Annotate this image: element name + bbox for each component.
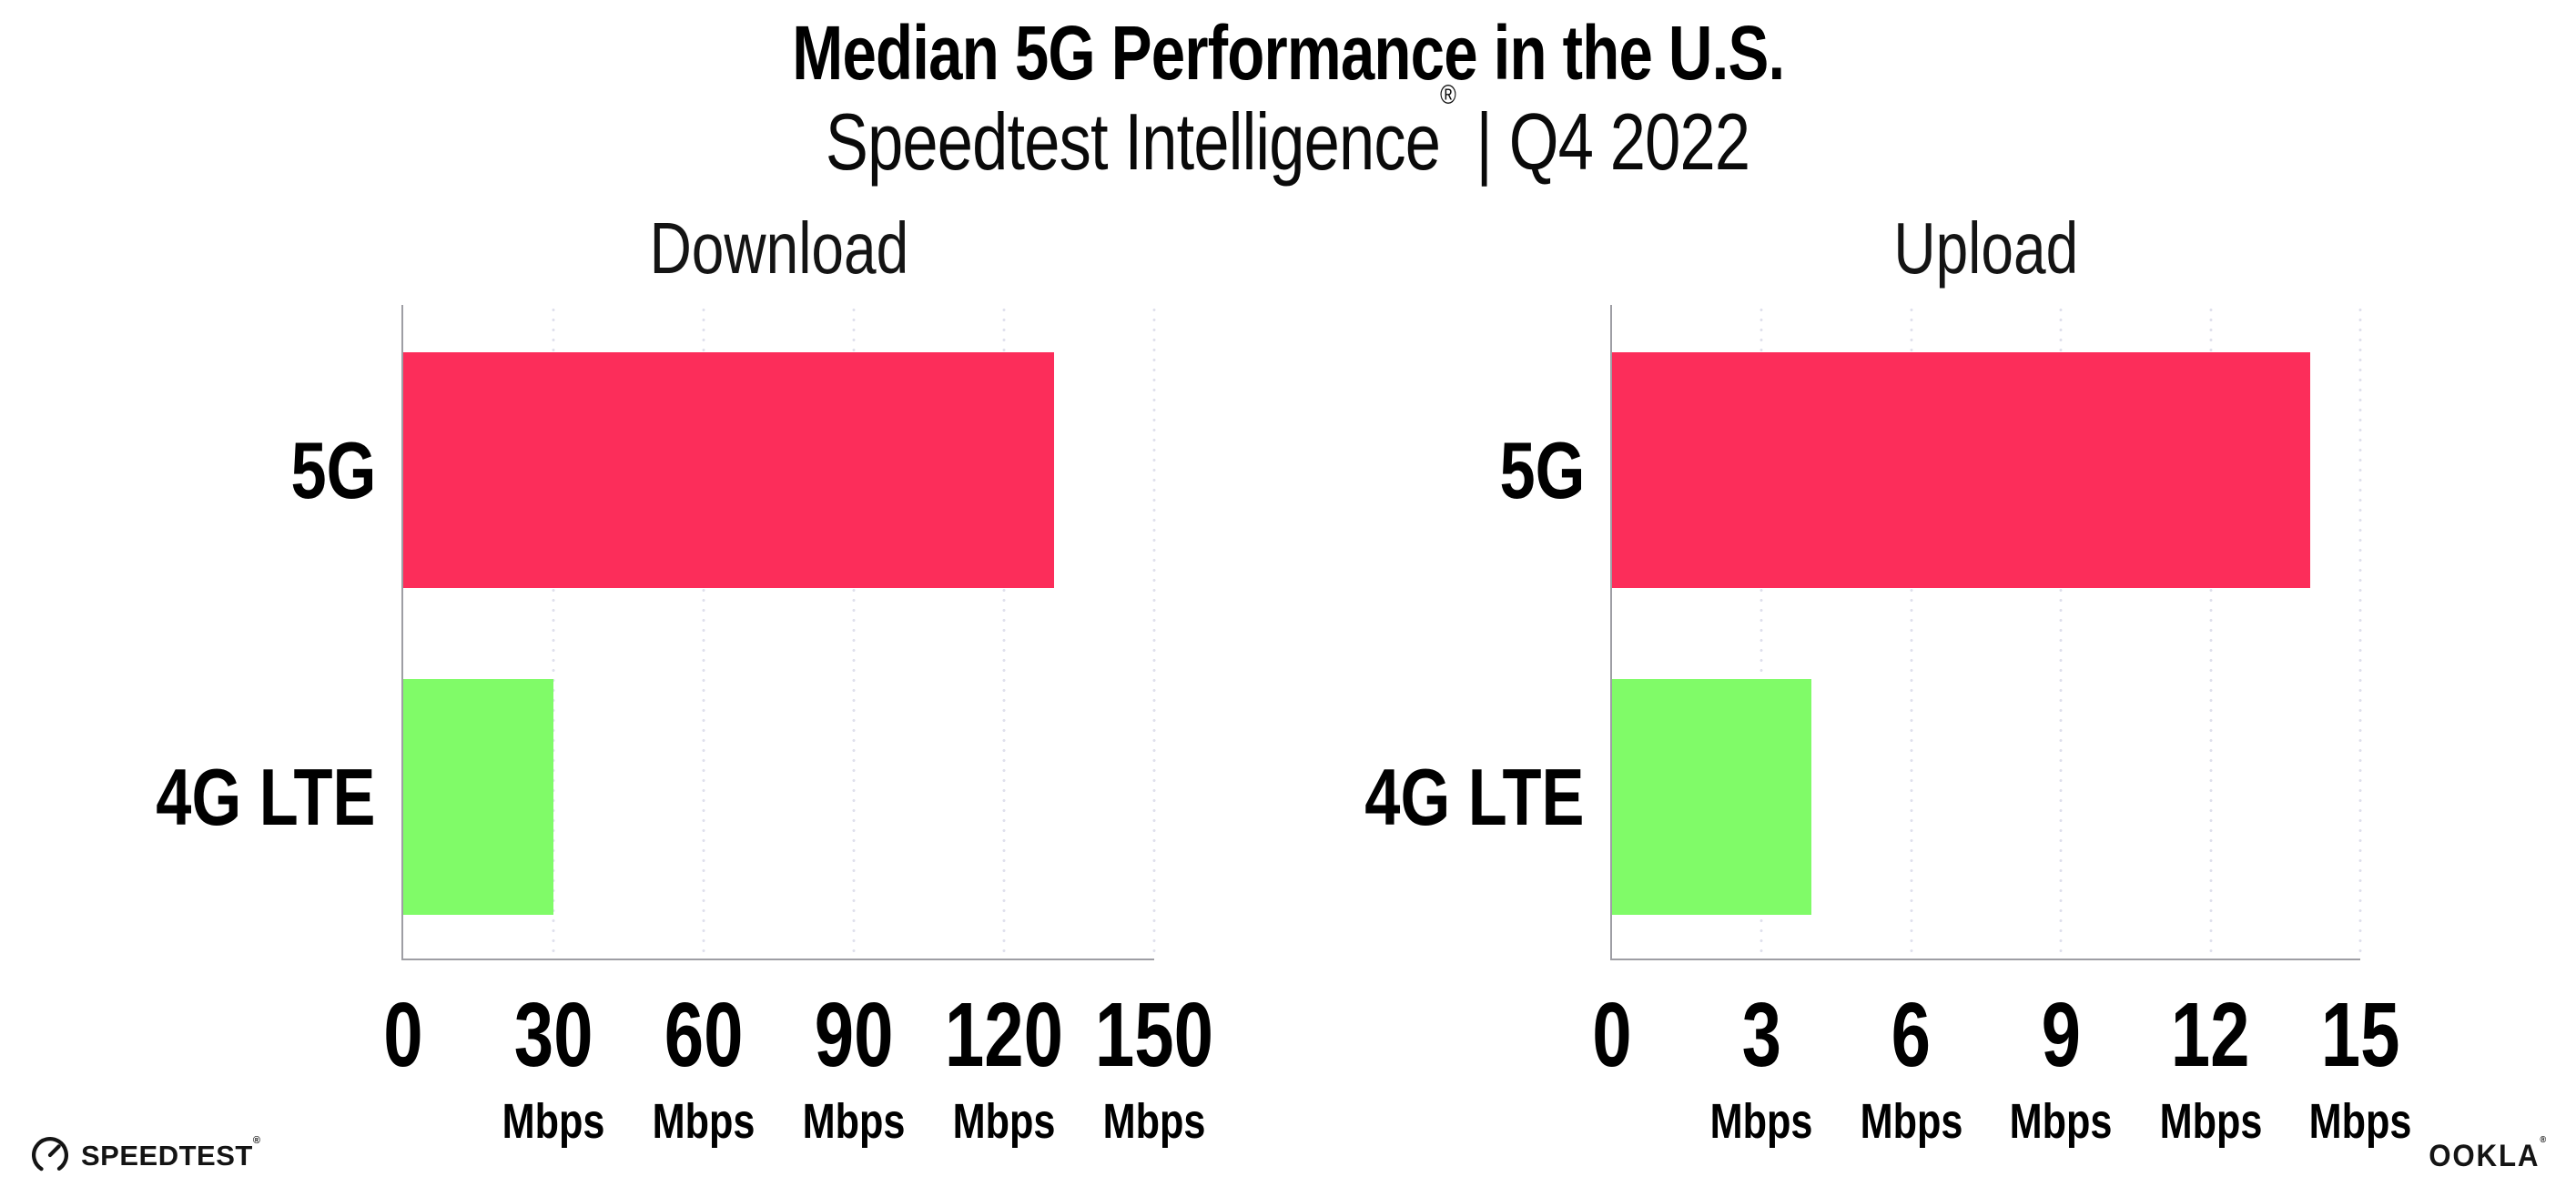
subtitle-period: | Q4 2022	[1476, 96, 1751, 187]
x-tick-90-download: 90 Mbps	[790, 989, 918, 1146]
download-chart-title-text: Download	[649, 208, 908, 289]
x-tick-unit: Mbps	[2159, 1094, 2262, 1149]
x-tick-0-upload: 0	[1587, 989, 1638, 1080]
x-tick-60-download: 60 Mbps	[640, 989, 768, 1146]
x-tick-value: 150	[1094, 984, 1214, 1086]
download-chart: Download 5G 4G LTE 0 30 Mbps 60 Mbps 90 Mbps 120 M…	[157, 212, 1213, 1147]
x-tick-unit: Mbps	[952, 1094, 1056, 1149]
x-tick-value: 120	[944, 984, 1064, 1086]
gridline-12-upload	[2209, 305, 2213, 959]
upload-x-axis	[1610, 959, 2360, 960]
category-label-5g-upload: 5G	[1499, 424, 1585, 515]
bar-4g-lte-upload	[1612, 678, 1812, 915]
subtitle-brand: Speedtest Intelligence	[826, 96, 1441, 187]
speedtest-registered-mark: ®	[252, 1135, 261, 1147]
upload-chart-title: Upload	[1612, 212, 2360, 285]
x-tick-value: 0	[1592, 984, 1632, 1086]
category-label-4g-lte-upload: 4G LTE	[1364, 751, 1585, 842]
x-tick-value: 3	[1741, 984, 1782, 1086]
x-tick-unit: Mbps	[1860, 1094, 1963, 1149]
gridline-9-upload	[2059, 305, 2063, 959]
x-tick-value: 15	[2320, 984, 2400, 1086]
page-title: Median 5G Performance in the U.S.	[0, 13, 2576, 93]
x-tick-30-download: 30 Mbps	[490, 989, 618, 1146]
gridline-120-download	[1002, 305, 1006, 959]
x-tick-unit: Mbps	[802, 1094, 906, 1149]
ookla-registered-mark: ®	[2540, 1134, 2546, 1145]
upload-chart: Upload 5G 4G LTE 0 3 Mbps 6 Mbps 9 Mbps 12 Mbps 15 M…	[1365, 212, 2412, 1147]
x-tick-value: 9	[2041, 984, 2081, 1086]
gridline-6-upload	[1910, 305, 1913, 959]
x-tick-value: 0	[383, 984, 423, 1086]
speedtest-logo: SPEEDTEST®	[30, 1135, 260, 1175]
x-tick-150-download: 150 Mbps	[1079, 989, 1231, 1146]
gridline-3-upload	[1760, 305, 1763, 959]
ookla-label: OOKLA	[2429, 1139, 2541, 1173]
x-tick-0-download: 0	[378, 989, 429, 1080]
x-tick-6-upload: 6 Mbps	[1847, 989, 1975, 1146]
x-tick-unit: Mbps	[1102, 1094, 1206, 1149]
gridline-90-download	[852, 305, 856, 959]
gridline-15-upload	[2358, 305, 2362, 959]
download-y-axis	[401, 305, 403, 960]
ookla-logo: OOKLA®	[2419, 1135, 2546, 1173]
gridline-60-download	[702, 305, 705, 959]
page-subtitle-text: Speedtest Intelligence® | Q4 2022	[826, 80, 1750, 184]
x-tick-unit: Mbps	[652, 1094, 756, 1149]
x-tick-value: 6	[1891, 984, 1932, 1086]
category-label-5g-download: 5G	[290, 424, 376, 515]
x-tick-unit: Mbps	[502, 1094, 605, 1149]
upload-chart-title-text: Upload	[1893, 208, 2079, 289]
x-tick-15-upload: 15 Mbps	[2297, 989, 2425, 1146]
category-label-4g-lte-download: 4G LTE	[156, 751, 376, 842]
x-tick-value: 30	[513, 984, 593, 1086]
bar-5g-upload	[1612, 351, 2311, 588]
x-tick-value: 12	[2171, 984, 2250, 1086]
bar-4g-lte-download	[403, 678, 553, 915]
speedtest-label: SPEEDTEST	[81, 1139, 253, 1172]
upload-plot-area	[1610, 305, 2362, 960]
x-tick-120-download: 120 Mbps	[928, 989, 1080, 1146]
upload-y-axis	[1610, 305, 1612, 960]
speedtest-gauge-icon	[30, 1135, 70, 1175]
gridline-30-download	[552, 305, 555, 959]
registered-trademark-mark: ®	[1440, 79, 1456, 110]
x-tick-value: 60	[664, 984, 744, 1086]
x-tick-unit: Mbps	[2009, 1094, 2113, 1149]
download-x-axis	[401, 959, 1154, 960]
download-plot-area	[401, 305, 1156, 960]
x-tick-12-upload: 12 Mbps	[2146, 989, 2275, 1146]
x-tick-9-upload: 9 Mbps	[1997, 989, 2125, 1146]
gridline-150-download	[1152, 305, 1156, 959]
x-tick-value: 90	[814, 984, 894, 1086]
page-title-text: Median 5G Performance in the U.S.	[791, 10, 1785, 96]
download-chart-title: Download	[403, 212, 1154, 285]
ookla-wordmark: OOKLA®	[2429, 1135, 2546, 1173]
x-tick-unit: Mbps	[1709, 1094, 1813, 1149]
x-tick-unit: Mbps	[2308, 1094, 2412, 1149]
speedtest-wordmark: SPEEDTEST®	[81, 1136, 260, 1172]
page-subtitle: Speedtest Intelligence® | Q4 2022	[0, 80, 2576, 184]
x-tick-3-upload: 3 Mbps	[1698, 989, 1826, 1146]
bar-5g-download	[403, 351, 1054, 588]
